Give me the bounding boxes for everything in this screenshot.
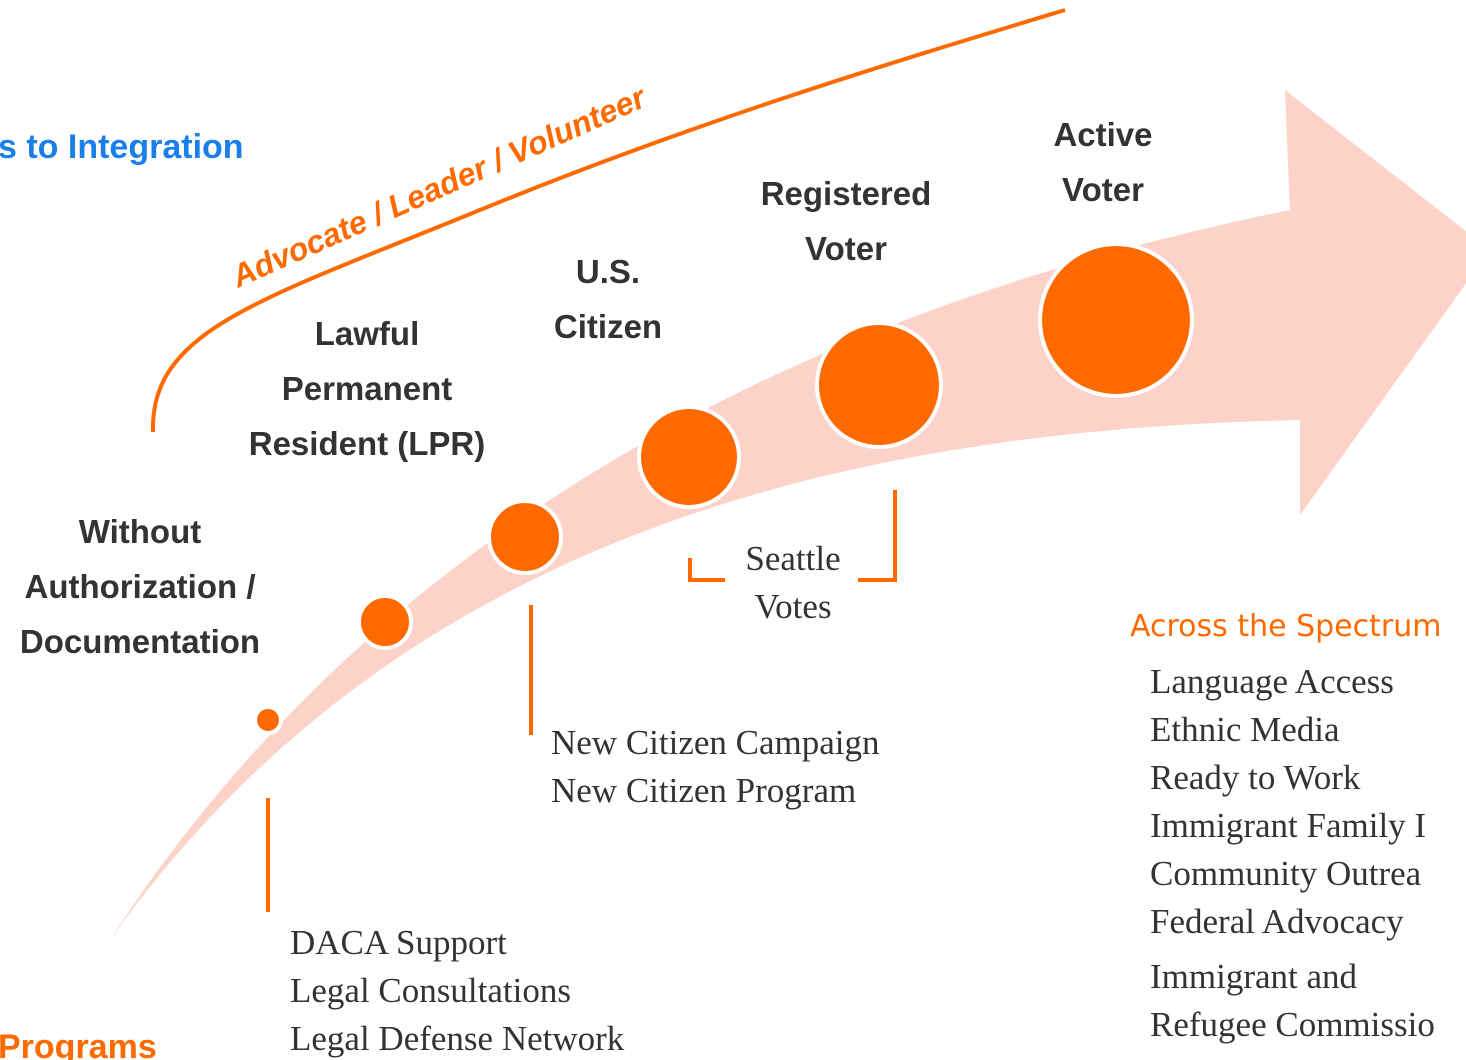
stage-circle (815, 321, 943, 449)
stage-circle (1038, 242, 1194, 398)
stage-circle (357, 594, 413, 650)
bracket (688, 558, 725, 582)
stage-label: Resident (LPR) (249, 425, 486, 462)
program-item: Legal Consultations (290, 971, 571, 1010)
brackets (266, 490, 897, 912)
program-item: New Citizen Program (551, 771, 856, 810)
spectrum-item: Federal Advocacy (1150, 902, 1404, 941)
stage-label: Authorization / (25, 568, 256, 605)
circles (253, 242, 1194, 735)
stage-label: Active (1053, 116, 1152, 153)
program-item: DACA Support (290, 923, 507, 962)
stage-circle (253, 705, 283, 735)
stage-label: Permanent (282, 370, 453, 407)
programs-heading: Programs (0, 1028, 157, 1060)
stage-label: Registered (761, 175, 932, 212)
stage-label: U.S. (576, 253, 640, 290)
spectrum-item: Immigrant Family I (1150, 806, 1426, 845)
spectrum-item: Immigrant and (1150, 957, 1358, 996)
spectrum-heading: Across the Spectrum (1130, 609, 1441, 644)
arc-line (150, 8, 1066, 433)
stage-label: Documentation (20, 623, 260, 660)
stage-circle (637, 405, 741, 509)
stage-label: Lawful (315, 315, 420, 352)
stage-label: Voter (805, 230, 887, 267)
stage-label: Voter (1062, 171, 1144, 208)
stage-label: Without (79, 513, 201, 550)
spectrum-item: Ready to Work (1150, 758, 1361, 797)
program-item: Seattle (745, 539, 840, 578)
spectrum-item: Refugee Commissio (1150, 1005, 1435, 1044)
program-item: New Citizen Campaign (551, 723, 880, 762)
title: s to Integration (0, 128, 244, 166)
program-item: Legal Defense Network (290, 1019, 625, 1058)
spectrum-item: Language Access (1150, 662, 1394, 701)
spectrum-item: Community Outrea (1150, 854, 1422, 893)
stage-circle (487, 499, 563, 575)
stage-label: Citizen (554, 308, 662, 345)
spectrum-item: Ethnic Media (1150, 710, 1340, 749)
bracket (858, 490, 897, 582)
program-item: Votes (754, 587, 831, 626)
